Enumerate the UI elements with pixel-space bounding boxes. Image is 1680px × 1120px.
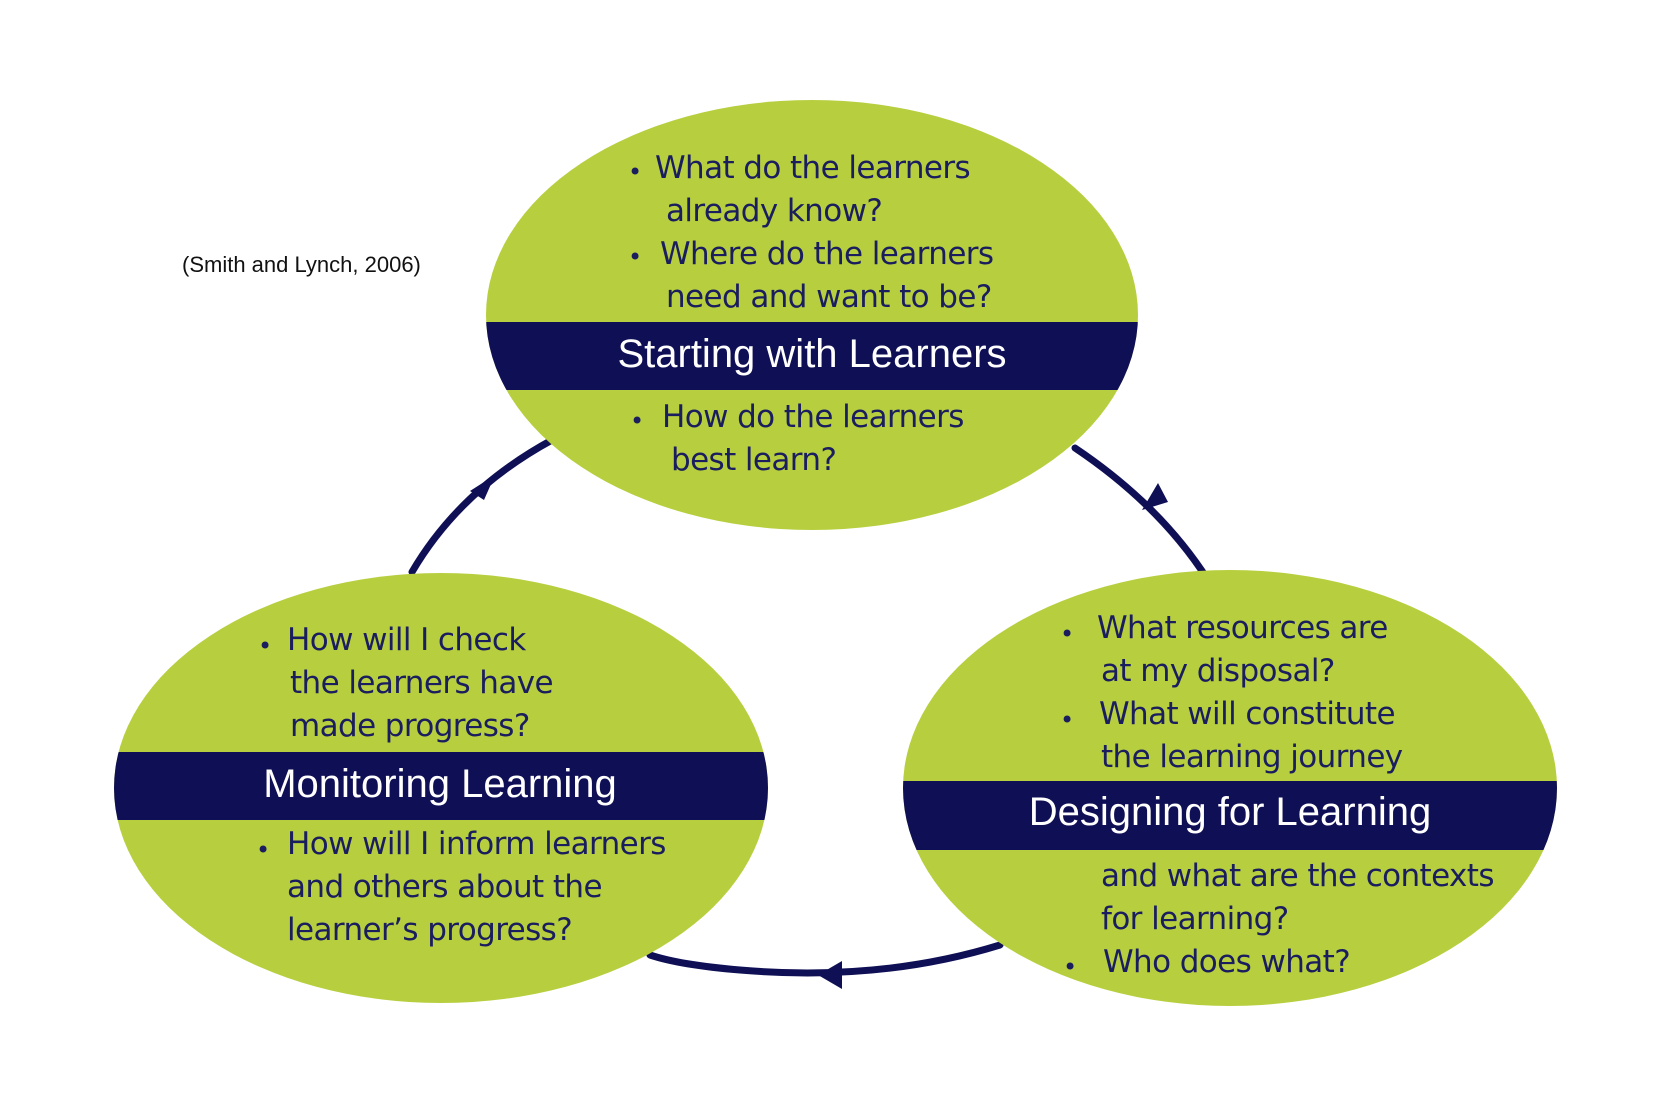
arrowhead-bottom: [818, 961, 842, 989]
arrow-left-to-top: [408, 436, 556, 576]
stage-title-designing: Designing for Learning: [1028, 790, 1432, 834]
cycle-arrows: [408, 436, 1212, 977]
bullet-text: What will constitute: [1099, 696, 1396, 732]
bullet-text: at my disposal?: [1101, 653, 1335, 689]
bullet-text: and others about the: [287, 869, 603, 905]
bullet-text: the learning journey: [1101, 739, 1403, 775]
bullet-dot: •: [1060, 620, 1075, 648]
bullet-text: Where do the learners: [660, 236, 994, 272]
bullet-dot: •: [628, 243, 643, 271]
arrowheads: [470, 475, 1168, 989]
bullet-text: made progress?: [290, 708, 530, 744]
title-band-monitoring: [114, 752, 768, 820]
bullet-dot: •: [1063, 953, 1078, 981]
bullet-text: Who does what?: [1103, 944, 1351, 980]
bullet-text: How will I inform learners: [287, 826, 666, 862]
stage-title-monitoring: Monitoring Learning: [263, 762, 617, 806]
bullet-text: the learners have: [290, 665, 554, 701]
bullet-text: and what are the contexts: [1101, 858, 1494, 894]
ellipse-starting-with-learners: [486, 100, 1138, 530]
ellipse-designing-for-learning: [903, 570, 1557, 1006]
title-band-designing: [903, 781, 1557, 850]
bullet-text: need and want to be?: [666, 279, 992, 315]
bullet-text: What do the learners: [655, 150, 971, 186]
bullet-text: best learn?: [671, 442, 837, 478]
stage-title-starting: Starting with Learners: [617, 332, 1007, 376]
bullet-text: learner’s progress?: [287, 912, 573, 948]
bullet-text: What resources are: [1097, 610, 1388, 646]
citation: (Smith and Lynch, 2006): [182, 252, 421, 277]
ellipse-monitoring-learning: [114, 573, 768, 1003]
bullet-dot: •: [628, 158, 643, 186]
bullet-dot: •: [630, 407, 645, 435]
arrow-right-to-left: [646, 941, 1004, 977]
bullet-dot: •: [1060, 706, 1075, 734]
title-band-starting: [486, 322, 1138, 390]
arrow-top-to-right: [1071, 444, 1212, 584]
bullet-text: already know?: [666, 193, 883, 229]
arrowhead-right: [1142, 483, 1168, 510]
arrowhead-left: [470, 475, 495, 500]
bullet-text: How do the learners: [662, 399, 964, 435]
bullet-dot: •: [258, 632, 273, 660]
bullet-dot: •: [256, 836, 271, 864]
bullet-text: for learning?: [1101, 901, 1289, 937]
bullet-text: How will I check: [287, 622, 526, 658]
